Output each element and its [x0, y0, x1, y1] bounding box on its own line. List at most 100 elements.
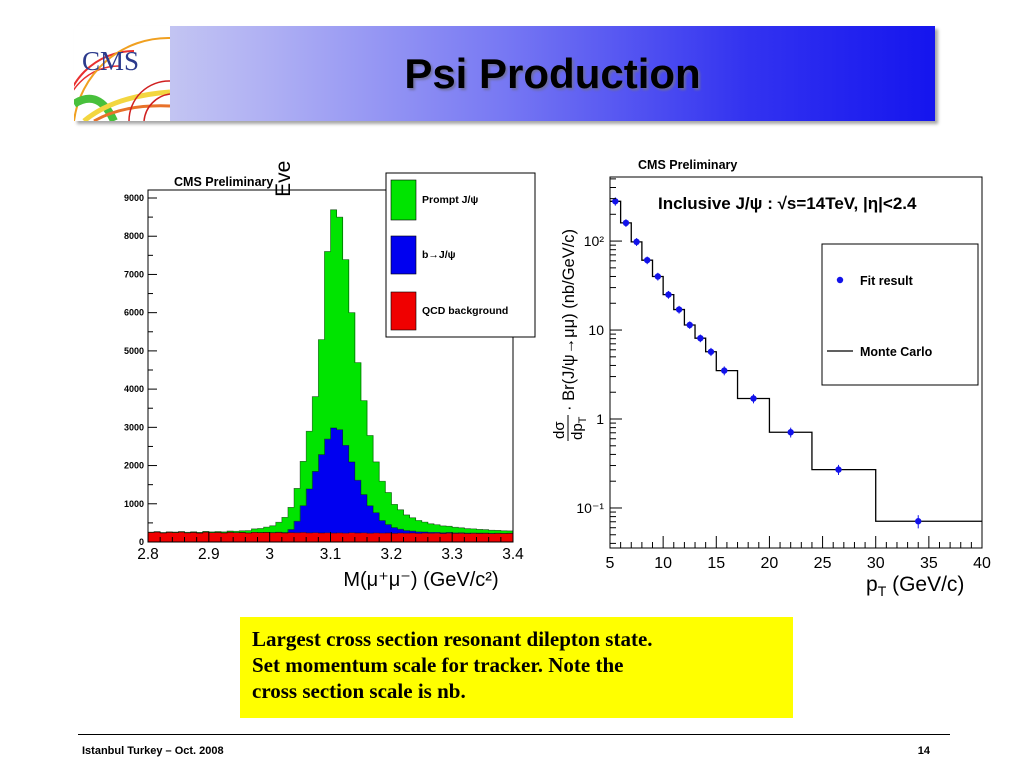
qcd-background-bin	[360, 532, 368, 542]
qcd-background-bin	[409, 533, 417, 542]
fit-result-point	[750, 395, 757, 402]
b-to-jpsi-bin	[409, 531, 417, 534]
qcd-background-bin	[166, 532, 173, 542]
qcd-background-bin	[239, 532, 246, 542]
fit-result-point	[633, 238, 640, 246]
prompt-jpsi-bin	[251, 528, 258, 533]
b-to-jpsi-bin	[312, 471, 319, 533]
legend-swatch-b-to-jpsi	[390, 235, 417, 275]
fit-result-point	[835, 466, 842, 473]
x-tick-label: 15	[707, 555, 725, 572]
legend-label-prompt-jpsi: Prompt J/ψ	[422, 194, 478, 206]
prompt-jpsi-bin	[367, 435, 374, 506]
legend-swatch-qcd-background	[390, 291, 417, 331]
qcd-background-bin	[476, 533, 483, 542]
fit-result-point	[697, 334, 704, 342]
prompt-jpsi-bin	[415, 520, 423, 532]
fit-result-point	[654, 273, 662, 280]
y-tick-label: 8000	[124, 231, 144, 241]
prompt-jpsi-bin	[318, 339, 325, 455]
b-to-jpsi-bin	[379, 520, 386, 534]
qcd-background-bin	[306, 532, 313, 542]
y-axis-label-text: · Br(J/ψ→μμ) (nb/GeV/c)	[560, 229, 578, 411]
qcd-background-bin	[373, 532, 380, 542]
prompt-jpsi-bin	[202, 531, 210, 533]
qcd-background-bin	[330, 533, 337, 542]
x-tick-label: 3.3	[441, 546, 463, 563]
legend-swatch-prompt-jpsi	[390, 179, 417, 221]
x-axis-label: M(μ⁺μ⁻) (GeV/c²)	[343, 569, 498, 591]
fit-result-point	[707, 348, 715, 355]
prompt-jpsi-bin	[239, 530, 246, 533]
prompt-jpsi-bin	[500, 530, 508, 534]
y-tick-label: 5000	[124, 346, 144, 356]
x-axis-label: pT (GeV/c)	[866, 573, 964, 599]
y-tick-label: 9000	[124, 193, 144, 203]
prompt-jpsi-bin	[287, 507, 295, 530]
prompt-jpsi-bin	[306, 431, 313, 489]
axes: 5 10 15 20 25 30 35 40 10⁻¹ 1 10 10²	[576, 178, 991, 572]
qcd-background-bin	[348, 532, 356, 542]
qcd-background-bin	[391, 533, 398, 542]
y-tick-label: 10	[588, 322, 604, 338]
prompt-jpsi-bin	[373, 461, 380, 513]
b-to-jpsi-bin	[287, 529, 295, 533]
qcd-background-bin	[464, 533, 471, 542]
prompt-jpsi-bin	[482, 529, 490, 534]
x-tick-label: 3.2	[381, 546, 403, 563]
prompt-jpsi-bin	[476, 529, 483, 534]
b-to-jpsi-bin	[318, 454, 325, 533]
fit-result-point	[644, 256, 651, 264]
cms-logo: CMS	[63, 26, 171, 123]
y-tick-label: 10⁻¹	[576, 500, 604, 516]
prompt-jpsi-outline	[147, 209, 514, 542]
b-to-jpsi-bin	[415, 531, 423, 534]
fit-result-point	[721, 367, 728, 374]
qcd-background-bin	[294, 532, 301, 542]
b-to-jpsi-bin	[324, 439, 331, 533]
x-tick-label: 2.9	[198, 546, 220, 563]
qcd-background-bin	[415, 533, 423, 542]
qcd-background-bin	[312, 532, 319, 542]
qcd-background-bin	[214, 532, 222, 542]
qcd-background-bin	[172, 532, 179, 542]
b-to-jpsi-bin	[336, 429, 344, 533]
qcd-background-bin	[281, 532, 289, 542]
y-tick-label: 2000	[124, 461, 144, 471]
prompt-jpsi-bin	[397, 509, 404, 530]
fit-result-point	[787, 429, 794, 436]
prompt-jpsi-bin	[245, 530, 252, 533]
prompt-jpsi-bin	[208, 531, 216, 533]
prompt-jpsi-bin	[257, 528, 264, 533]
qcd-background-bin	[452, 533, 459, 542]
qcd-background-bin	[245, 532, 252, 542]
qcd-background-bin	[342, 533, 350, 542]
caption-box: Largest cross section resonant dilepton …	[240, 617, 793, 718]
qcd-background-bin	[318, 532, 325, 542]
qcd-background-bin	[367, 533, 374, 542]
y-axis-label-den-main: dp	[569, 423, 586, 440]
x-tick-label: 5	[606, 555, 615, 572]
prompt-jpsi-bin	[360, 400, 368, 495]
caption-line: Largest cross section resonant dilepton …	[252, 627, 653, 651]
x-tick-label: 30	[867, 555, 885, 572]
prompt-jpsi-bin	[263, 527, 271, 533]
chart-annotation: Inclusive J/ψ : √s=14TeV, |η|<2.4	[658, 194, 917, 213]
qcd-background-bin	[500, 533, 508, 542]
qcd-background-bin	[494, 533, 502, 542]
b-to-jpsi-bin	[403, 530, 410, 534]
b-to-jpsi-bin	[342, 445, 350, 534]
x-axis-label-sub: T	[878, 583, 887, 599]
qcd-background-bin	[287, 532, 295, 542]
b-to-jpsi-bin	[373, 512, 380, 533]
prompt-jpsi-bin	[300, 461, 307, 506]
y-tick-label: 3000	[124, 422, 144, 432]
legend-label-b-to-jpsi: b→J/ψ	[422, 249, 456, 261]
y-tick-label: 0	[139, 537, 144, 547]
page-number: 14	[917, 745, 930, 757]
fit-result-point	[622, 219, 630, 227]
b-to-jpsi-bin	[397, 529, 404, 534]
chart-title: CMS Preliminary	[638, 158, 737, 172]
qcd-background-bin	[427, 533, 435, 542]
y-axis-label: Events/10 MeV/c²	[272, 160, 295, 197]
